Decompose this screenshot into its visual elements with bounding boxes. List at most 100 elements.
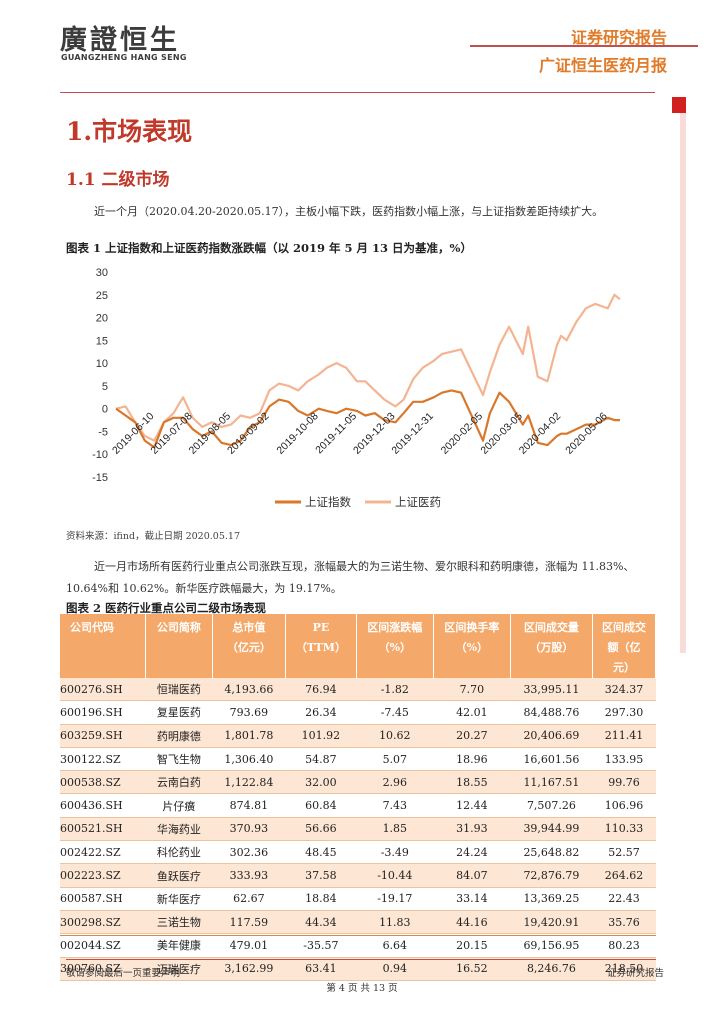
y-tick-label: -5 bbox=[98, 426, 108, 438]
y-tick-label: 25 bbox=[96, 290, 108, 302]
table-cell: 7.70 bbox=[433, 678, 511, 702]
table-bottom-rule bbox=[60, 935, 656, 936]
stock-performance-table: 公司代码 公司简称 总市值 （亿元） PE （TTM） 区间涨跌幅 （%） 区间换手率 （%） 区间… bbox=[60, 614, 656, 981]
table-cell: 13,369.25 bbox=[510, 887, 593, 911]
footer-rule bbox=[66, 959, 656, 960]
table-cell: 22.43 bbox=[592, 887, 656, 911]
table-cell: -3.49 bbox=[356, 840, 434, 865]
table-cell: 63.41 bbox=[285, 957, 357, 981]
table-cell: 300298.SZ bbox=[60, 910, 146, 935]
figure2-caption: 图表 2 医药行业重点公司二级市场表现 bbox=[66, 601, 267, 615]
table-cell: 32.00 bbox=[285, 770, 357, 795]
report-name: 广证恒生医药月报 bbox=[538, 56, 667, 75]
table-cell: 99.76 bbox=[592, 770, 656, 795]
table-cell: 24.24 bbox=[433, 840, 511, 865]
table-cell: 31.93 bbox=[433, 817, 511, 842]
x-tick-label: 2019-12-31 bbox=[389, 410, 436, 457]
table-cell: 002422.SZ bbox=[60, 840, 146, 865]
table-cell: 72,876.79 bbox=[510, 863, 593, 888]
table-cell: 39,944.99 bbox=[510, 817, 593, 842]
table-cell: 211.41 bbox=[592, 724, 656, 748]
line-chart: 302520151050-5-10-152019-06-102019-07-08… bbox=[92, 267, 621, 509]
table-cell: 19,420.91 bbox=[510, 910, 593, 935]
x-tick-label: 2020-02-05 bbox=[439, 410, 486, 457]
table-cell: 52.57 bbox=[592, 840, 656, 865]
table-cell: 479.01 bbox=[212, 933, 286, 958]
table-cell: 鱼跃医疗 bbox=[145, 863, 213, 888]
y-tick-label: 0 bbox=[102, 404, 108, 416]
table-cell: 18.55 bbox=[433, 770, 511, 795]
table-cell: 1,122.84 bbox=[212, 770, 286, 795]
table-cell: 600276.SH bbox=[60, 678, 146, 702]
y-tick-label: 5 bbox=[102, 381, 108, 393]
table-cell: 美年健康 bbox=[145, 933, 213, 958]
table-row: 002422.SZ 科伦药业 302.36 48.45 -3.49 24.24 25,648… bbox=[60, 840, 656, 865]
column-header: 区间成交 额（亿 元） bbox=[592, 614, 656, 678]
table-cell: 793.69 bbox=[212, 700, 286, 725]
table-cell: 42.01 bbox=[433, 700, 511, 725]
table-cell: -7.45 bbox=[356, 700, 434, 725]
table-cell: 7.43 bbox=[356, 793, 434, 818]
table-cell: 20.15 bbox=[433, 933, 511, 958]
table-cell: 874.81 bbox=[212, 793, 286, 818]
table-cell: 62.67 bbox=[212, 887, 286, 911]
table-cell: 三诺生物 bbox=[145, 910, 213, 935]
column-header: 公司代码 bbox=[60, 614, 147, 678]
table-cell: 云南白药 bbox=[145, 770, 213, 795]
page-number: 第 4 页 共 13 页 bbox=[326, 983, 398, 994]
table-header-row: 公司代码 公司简称 总市值 （亿元） PE （TTM） 区间涨跌幅 （%） 区间换手率 （%） 区间… bbox=[60, 614, 656, 678]
column-header: PE （TTM） bbox=[285, 614, 357, 678]
column-header: 总市值 （亿元） bbox=[212, 614, 286, 678]
table-cell: 297.30 bbox=[592, 700, 656, 725]
table-cell: 37.58 bbox=[285, 863, 357, 888]
y-tick-label: -10 bbox=[92, 449, 108, 461]
table-cell: 44.34 bbox=[285, 910, 357, 935]
legend-label: 上证医药 bbox=[395, 495, 441, 509]
subsection-heading: 1.1 二级市场 bbox=[66, 170, 170, 190]
table-cell: 药明康德 bbox=[145, 724, 213, 748]
table-cell: 600196.SH bbox=[60, 700, 146, 725]
table-row: 002223.SZ 鱼跃医疗 333.93 37.58 -10.44 84.07 72,87… bbox=[60, 863, 656, 888]
y-tick-label: 15 bbox=[96, 335, 108, 347]
y-tick-label: 30 bbox=[96, 267, 108, 279]
table-cell: 333.93 bbox=[212, 863, 286, 888]
x-tick-label: 2020-04-02 bbox=[517, 410, 564, 457]
table-cell: 20.27 bbox=[433, 724, 511, 748]
legend-label: 上证指数 bbox=[305, 495, 351, 509]
footer-disclaimer: 敬请参阅最后一页重要声明 bbox=[66, 968, 181, 979]
table-cell: 8,246.76 bbox=[510, 957, 593, 981]
x-tick-label: 2020-05-06 bbox=[563, 410, 610, 457]
table-row: 300122.SZ 智飞生物 1,306.40 54.87 5.07 18.96 16,60… bbox=[60, 747, 656, 772]
table-cell: 6.64 bbox=[356, 933, 434, 958]
column-header: 区间成交量 （万股） bbox=[510, 614, 594, 678]
table-cell: 25,648.82 bbox=[510, 840, 593, 865]
column-header: 区间涨跌幅 （%） bbox=[356, 614, 434, 678]
table-cell: 48.45 bbox=[285, 840, 357, 865]
table-cell: 科伦药业 bbox=[145, 840, 213, 865]
decorative-side-bar bbox=[680, 113, 686, 653]
table-cell: 300760.SZ bbox=[60, 957, 146, 981]
decorative-red-block bbox=[672, 97, 686, 113]
table-cell: 5.07 bbox=[356, 747, 434, 772]
table-cell: 1,306.40 bbox=[212, 747, 286, 772]
table-cell: 华海药业 bbox=[145, 817, 213, 842]
table-cell: 80.23 bbox=[592, 933, 656, 958]
table-cell: 1,801.78 bbox=[212, 724, 286, 748]
table-cell: 133.95 bbox=[592, 747, 656, 772]
table-cell: 复星医药 bbox=[145, 700, 213, 725]
table-cell: 101.92 bbox=[285, 724, 357, 748]
company-logo-cn: 廣證恒生 bbox=[60, 25, 180, 56]
table-cell: 3,162.99 bbox=[212, 957, 286, 981]
table-cell: 84.07 bbox=[433, 863, 511, 888]
table-cell: 600521.SH bbox=[60, 817, 146, 842]
table-cell: 33.14 bbox=[433, 887, 511, 911]
table-row: 300298.SZ 三诺生物 117.59 44.34 11.83 44.16 19,420… bbox=[60, 910, 656, 935]
table-cell: 69,156.95 bbox=[510, 933, 593, 958]
table-cell: 16.52 bbox=[433, 957, 511, 981]
report-type: 证券研究报告 bbox=[570, 28, 667, 47]
table-cell: -10.44 bbox=[356, 863, 434, 888]
table-cell: 35.76 bbox=[592, 910, 656, 935]
table-row: 600436.SH 片仔癀 874.81 60.84 7.43 12.44 7,507.26… bbox=[60, 793, 656, 818]
table-cell: 603259.SH bbox=[60, 724, 146, 748]
table-cell: 智飞生物 bbox=[145, 747, 213, 772]
